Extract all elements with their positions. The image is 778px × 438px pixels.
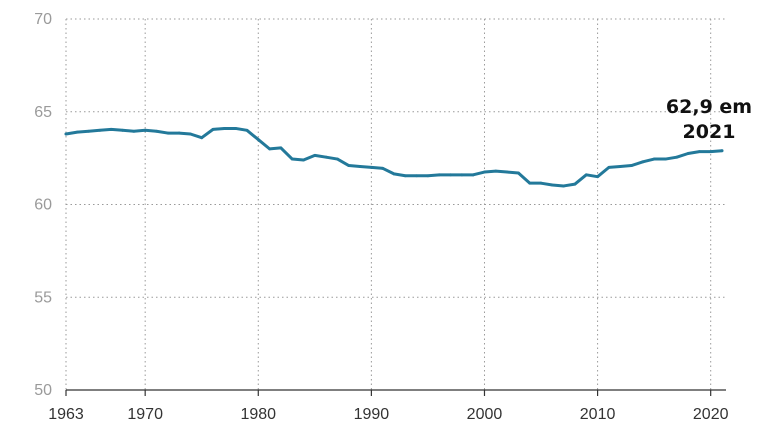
data-point bbox=[426, 174, 430, 178]
data-point bbox=[324, 155, 328, 159]
y-tick-label: 70 bbox=[34, 11, 52, 28]
data-point bbox=[87, 129, 91, 133]
x-tick-label: 1963 bbox=[48, 406, 84, 423]
data-point bbox=[652, 157, 656, 161]
y-tick-label: 50 bbox=[34, 382, 52, 399]
data-point bbox=[641, 160, 645, 164]
data-point bbox=[336, 157, 339, 161]
data-point bbox=[64, 132, 68, 136]
data-point bbox=[189, 132, 192, 136]
gridlines bbox=[65, 18, 726, 390]
data-point bbox=[211, 127, 215, 131]
x-tick-label: 1990 bbox=[354, 406, 390, 423]
data-point bbox=[75, 130, 79, 134]
data-point bbox=[618, 165, 622, 168]
data-point bbox=[132, 129, 136, 133]
x-tick-label: 2000 bbox=[467, 406, 503, 423]
data-point bbox=[98, 128, 102, 132]
y-axis-ticks: 50 55 60 65 70 bbox=[34, 11, 52, 399]
x-tick-label: 1970 bbox=[127, 406, 163, 423]
data-point bbox=[369, 166, 373, 169]
data-point bbox=[358, 165, 362, 168]
annotation-line-1: 62,9 em bbox=[666, 96, 752, 118]
data-point bbox=[415, 174, 419, 178]
data-point bbox=[200, 136, 204, 140]
data-point bbox=[720, 149, 724, 153]
x-axis-ticks: 1963 1970 1980 1990 2000 2010 2020 bbox=[48, 390, 729, 423]
data-point bbox=[392, 172, 396, 176]
data-point bbox=[437, 173, 441, 177]
y-tick-label: 65 bbox=[34, 104, 52, 121]
data-point bbox=[686, 152, 690, 155]
data-point bbox=[256, 138, 260, 141]
y-tick-label: 60 bbox=[34, 197, 52, 214]
data-point bbox=[381, 166, 385, 170]
x-tick-label: 1980 bbox=[240, 406, 276, 423]
data-point bbox=[539, 181, 543, 185]
data-point bbox=[290, 157, 294, 161]
data-point bbox=[573, 182, 577, 186]
data-point bbox=[234, 127, 238, 130]
x-tick-label: 2020 bbox=[693, 406, 729, 423]
data-point bbox=[268, 147, 271, 151]
data-point bbox=[403, 174, 407, 178]
data-point bbox=[222, 127, 226, 130]
data-point bbox=[697, 150, 701, 154]
data-point bbox=[709, 150, 713, 154]
data-point bbox=[449, 173, 452, 177]
data-point bbox=[121, 128, 124, 132]
data-point bbox=[584, 173, 588, 177]
data-point bbox=[596, 175, 599, 179]
data-point bbox=[109, 127, 113, 131]
annotation-line-2: 2021 bbox=[683, 121, 736, 143]
data-point bbox=[460, 173, 464, 177]
series-line bbox=[64, 126, 724, 188]
data-point bbox=[528, 181, 532, 185]
data-point bbox=[664, 157, 667, 161]
data-point bbox=[155, 129, 158, 133]
data-point bbox=[313, 153, 317, 157]
data-points bbox=[64, 127, 724, 188]
data-point bbox=[177, 131, 181, 135]
data-point bbox=[302, 158, 305, 162]
data-point bbox=[550, 183, 554, 187]
data-point bbox=[166, 131, 170, 135]
y-tick-label: 55 bbox=[34, 289, 52, 306]
data-point bbox=[143, 128, 147, 132]
data-point bbox=[494, 169, 498, 173]
data-point bbox=[347, 164, 351, 167]
data-point bbox=[675, 155, 679, 159]
data-point bbox=[279, 146, 283, 150]
data-point bbox=[245, 128, 249, 132]
data-point bbox=[471, 173, 475, 177]
data-point bbox=[562, 184, 566, 188]
data-point bbox=[483, 170, 486, 174]
data-point bbox=[505, 170, 509, 174]
data-point bbox=[607, 166, 611, 169]
x-tick-label: 2010 bbox=[580, 406, 616, 423]
data-point bbox=[630, 164, 633, 167]
data-point bbox=[517, 171, 520, 175]
